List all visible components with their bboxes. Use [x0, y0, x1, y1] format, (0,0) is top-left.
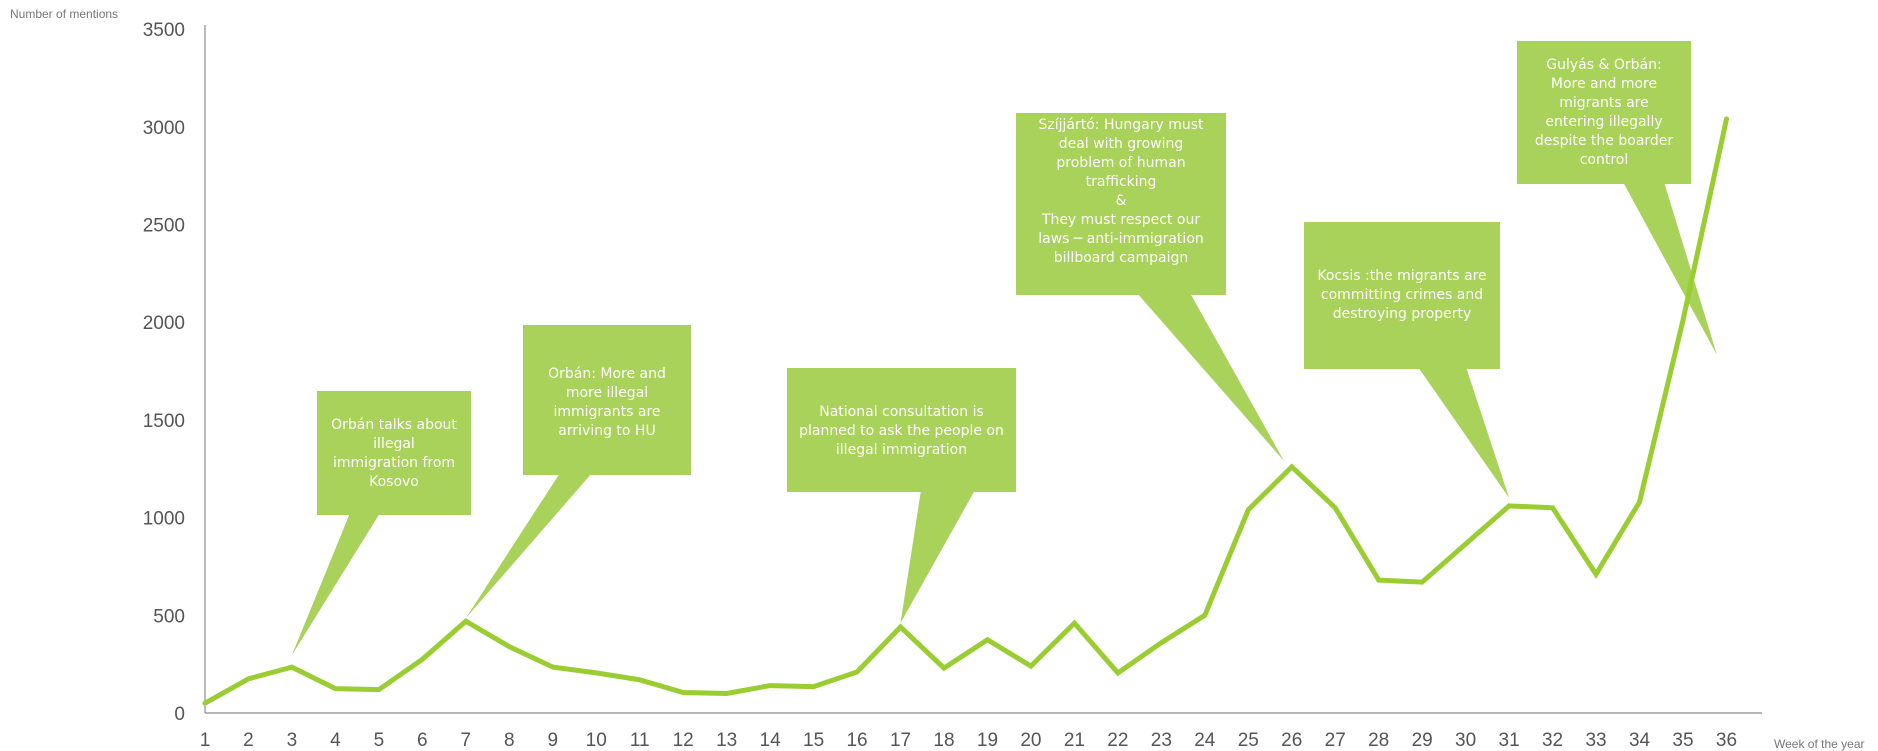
- x-tick-label: 6: [417, 730, 428, 751]
- callout-text-line: illegal immigration: [835, 442, 968, 458]
- callout-text-line: They must respect our: [1041, 212, 1201, 228]
- x-tick-label: 33: [1585, 730, 1606, 751]
- callout-pointer: [900, 490, 975, 624]
- callout-pointer: [291, 513, 380, 656]
- x-tick-label: 7: [461, 730, 472, 751]
- x-tick-label: 14: [760, 730, 782, 751]
- callout-text-line: Gulyás & Orbán:: [1546, 57, 1662, 73]
- x-tick-label: 12: [673, 730, 694, 751]
- callout-text-line: Szíjjártó: Hungary must: [1038, 117, 1204, 133]
- callout-text-line: Kosovo: [369, 474, 419, 490]
- x-tick-label: 27: [1325, 730, 1346, 751]
- callout-text-line: billboard campaign: [1053, 250, 1189, 266]
- callout-text-line: more illegal: [565, 385, 649, 401]
- callout-pointer: [1137, 293, 1284, 461]
- callout-text-line: More and more: [1550, 76, 1658, 92]
- x-tick-label: 3: [287, 730, 298, 751]
- callout-text-line: immigration from: [332, 455, 456, 471]
- callout-text-line: arriving to HU: [558, 423, 656, 439]
- x-tick-label: 24: [1194, 730, 1216, 751]
- x-tick-label: 30: [1455, 730, 1476, 751]
- callout-box: Kocsis :the migrants are committing crime…: [1304, 222, 1500, 369]
- chart-axes: [204, 25, 1762, 714]
- callout-text-line: illegal: [373, 436, 415, 452]
- callout-text-line: despite the boarder: [1534, 133, 1674, 149]
- callout-text-line: trafficking: [1085, 174, 1157, 190]
- x-tick-label: 18: [933, 730, 954, 751]
- y-tick-label: 1500: [143, 411, 185, 432]
- callout-pointer: [465, 473, 592, 619]
- y-axis-title: Number of mentions: [10, 7, 118, 21]
- callout-text-line: control: [1579, 152, 1629, 168]
- y-tick-label: 3500: [143, 20, 185, 41]
- callout-text-line: &: [1115, 193, 1127, 209]
- x-tick-label: 11: [630, 730, 650, 751]
- callout-text-line: Orbán talks about: [331, 417, 457, 433]
- x-tick-label: 13: [716, 730, 737, 751]
- callout-text-line: immigrants are: [553, 404, 661, 420]
- x-tick-label: 35: [1672, 730, 1693, 751]
- callout-text-line: committing crimes and: [1320, 287, 1484, 303]
- y-tick-label: 2000: [143, 313, 185, 334]
- x-axis-title: Week of the year: [1774, 737, 1865, 751]
- x-tick-label: 1: [200, 730, 211, 751]
- x-tick-label: 4: [330, 730, 341, 751]
- callout-box: Gulyás & Orbán: More and more migrants are…: [1517, 41, 1691, 184]
- callout-text-line: Kocsis :the migrants are: [1317, 268, 1487, 284]
- x-tick-label: 15: [803, 730, 824, 751]
- x-tick-label: 34: [1629, 730, 1651, 751]
- series-line-path: [202, 116, 1729, 706]
- x-tick-label: 25: [1238, 730, 1259, 751]
- x-tick-label: 19: [977, 730, 998, 751]
- y-tick-label: 0: [174, 704, 185, 725]
- callout-box: Szíjjártó: Hungary must deal with growing…: [1016, 113, 1226, 295]
- callout-text-line: planned to ask the people on: [799, 423, 1004, 439]
- x-tick-label: 8: [504, 730, 515, 751]
- callout-pointer: [1623, 182, 1717, 355]
- x-tick-label: 32: [1542, 730, 1563, 751]
- x-tick-label: 36: [1716, 730, 1737, 751]
- callout-box: National consultation is planned to ask t…: [787, 368, 1016, 492]
- callout-box: Orbán: More and more illegal immigrants ar…: [523, 325, 691, 475]
- y-tick-labels: 0 500 1000 1500 2000 2500 3000 3500: [143, 20, 185, 725]
- callout-text-line: laws ─ anti-immigration: [1038, 231, 1204, 247]
- x-tick-label: 31: [1499, 730, 1520, 751]
- x-tick-label: 5: [374, 730, 385, 751]
- callout-text-line: migrants are: [1559, 95, 1649, 111]
- x-tick-label: 21: [1064, 730, 1085, 751]
- x-tick-label: 29: [1412, 730, 1433, 751]
- callout-text-line: deal with growing: [1058, 136, 1184, 152]
- callout-text-line: Orbán: More and: [548, 366, 666, 382]
- x-tick-label: 2: [243, 730, 254, 751]
- y-tick-label: 3000: [143, 118, 185, 139]
- x-tick-label: 20: [1020, 730, 1041, 751]
- x-tick-label: 22: [1107, 730, 1128, 751]
- x-tick-label: 17: [890, 730, 911, 751]
- x-tick-label: 16: [846, 730, 867, 751]
- x-tick-label: 10: [586, 730, 607, 751]
- y-tick-label: 500: [153, 606, 185, 627]
- series-line: [202, 116, 1729, 706]
- callout-text-line: entering illegally: [1545, 114, 1663, 130]
- x-tick-label: 28: [1368, 730, 1389, 751]
- y-tick-label: 2500: [143, 216, 185, 237]
- x-tick-label: 23: [1151, 730, 1172, 751]
- callout-pointers: [291, 182, 1717, 656]
- callout-text-line: problem of human: [1056, 155, 1186, 171]
- callout-text-line: destroying property: [1332, 306, 1472, 322]
- callout-pointer: [1418, 367, 1510, 498]
- callout-text-line: National consultation is: [819, 404, 984, 420]
- callout-box: Orbán talks about illegal immigration from…: [317, 391, 471, 515]
- x-tick-labels: 1 2 3 4 5 6 7 8 9 10 11 12 13 14 15 16 17 18 19 20 21 22 23 24 2…: [200, 730, 1737, 751]
- y-tick-label: 1000: [143, 509, 185, 530]
- x-tick-label: 9: [547, 730, 558, 751]
- x-tick-label: 26: [1281, 730, 1302, 751]
